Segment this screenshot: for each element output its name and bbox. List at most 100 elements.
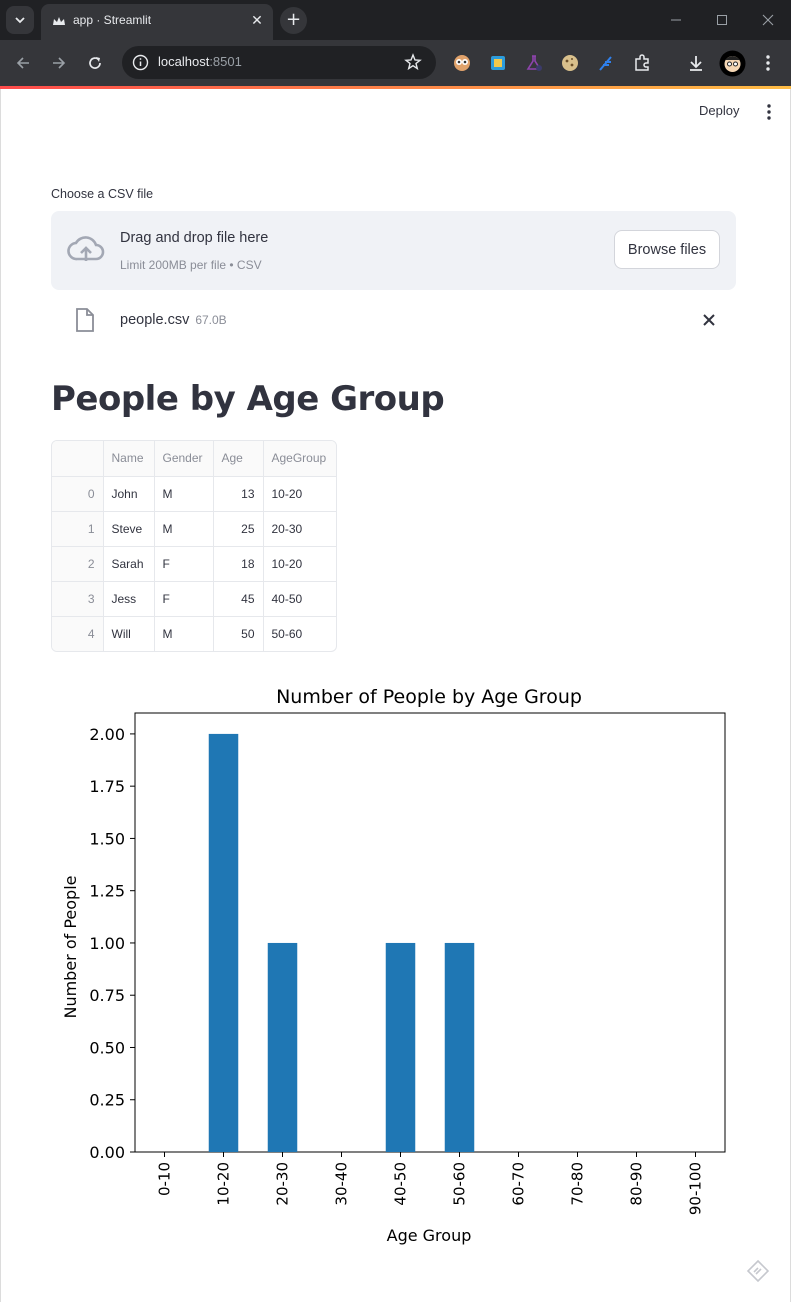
x-tick-label: 20-30 (274, 1162, 292, 1206)
x-tick-label: 10-20 (215, 1162, 233, 1206)
minimize-button[interactable] (653, 0, 699, 40)
streamlit-crown-icon (53, 17, 65, 25)
row-index: 3 (52, 581, 104, 617)
table-row: 4 Will M 50 50-60 (52, 616, 336, 651)
file-dropzone[interactable]: Drag and drop file here Limit 200MB per … (51, 211, 736, 290)
extension-owl-icon[interactable] (452, 53, 472, 73)
extension-feather-icon[interactable] (596, 53, 616, 73)
profile-avatar[interactable] (719, 50, 746, 77)
browser-tab[interactable]: app · Streamlit ✕ (41, 4, 273, 40)
dataframe[interactable]: Name Gender Age AgeGroup 0 John M 13 10-… (51, 440, 337, 652)
x-tick-label: 0-10 (156, 1162, 174, 1196)
cell-age[interactable]: 25 (213, 511, 264, 547)
x-tick-label: 50-60 (451, 1162, 469, 1206)
back-button[interactable] (12, 52, 34, 74)
close-icon (762, 14, 774, 26)
y-tick-label: 1.50 (89, 829, 125, 848)
url-text[interactable]: localhost:8501 (158, 54, 242, 69)
streamlit-status-icon[interactable] (746, 1259, 770, 1283)
cell-name[interactable]: Jess (103, 581, 155, 617)
streamlit-app: Deploy Choose a CSV file Drag and drop f… (0, 89, 791, 1302)
x-tick-label: 40-50 (392, 1162, 410, 1206)
bar-10-20 (208, 733, 239, 1152)
extension-book-icon[interactable] (488, 53, 508, 73)
tab-search-button[interactable] (6, 6, 34, 34)
column-header-gender[interactable]: Gender (154, 441, 214, 477)
x-axis-label: Age Group (387, 1226, 472, 1245)
y-tick-label: 1.25 (89, 882, 125, 901)
cell-name[interactable]: John (103, 476, 155, 512)
cell-agegroup[interactable]: 10-20 (263, 476, 336, 512)
new-tab-button[interactable]: + (280, 7, 307, 34)
tab-close-icon[interactable]: ✕ (251, 13, 263, 29)
cell-agegroup[interactable]: 10-20 (263, 546, 336, 582)
cloud-upload-icon (67, 236, 105, 261)
extension-flask-icon[interactable] (524, 53, 544, 73)
address-bar[interactable]: localhost:8501 (122, 46, 436, 79)
url-port: :8501 (209, 54, 242, 69)
table-row: 3 Jess F 45 40-50 (52, 581, 336, 617)
cell-name[interactable]: Will (103, 616, 155, 651)
reload-button[interactable] (84, 52, 106, 74)
column-header-agegroup[interactable]: AgeGroup (263, 441, 336, 477)
maximize-icon (717, 15, 727, 25)
cell-agegroup[interactable]: 50-60 (271, 626, 303, 641)
row-index: 1 (52, 511, 104, 547)
maximize-button[interactable] (699, 0, 745, 40)
cell-gender[interactable]: F (154, 581, 214, 617)
url-host: localhost (158, 54, 210, 69)
cell-name[interactable]: Steve (103, 511, 155, 547)
uploaded-file-row: people.csv 67.0B (51, 303, 736, 339)
site-info-icon[interactable] (132, 54, 149, 71)
bar-40-50 (385, 942, 416, 1152)
cell-age[interactable]: 18 (213, 546, 264, 582)
y-tick-label: 0.75 (89, 986, 125, 1005)
plot-area-frame (134, 712, 726, 1153)
cell-name[interactable]: Sarah (103, 546, 155, 582)
y-tick-label: 1.00 (89, 934, 125, 953)
y-axis-label: Number of People (61, 875, 80, 1018)
table-row: 0 John M 13 10-20 (52, 476, 336, 512)
x-tick-label: 60-70 (510, 1162, 528, 1206)
column-header-name[interactable]: Name (103, 441, 155, 477)
page-title: People by Age Group (51, 379, 445, 419)
column-header-age[interactable]: Age (213, 441, 264, 477)
chevron-down-icon (15, 17, 25, 24)
dropzone-subtitle: Limit 200MB per file • CSV (120, 258, 262, 272)
cell-age[interactable]: 50 (213, 616, 264, 651)
y-tick-label: 0.00 (89, 1143, 125, 1162)
main-menu-icon[interactable] (765, 103, 773, 121)
cell-gender[interactable]: F (154, 546, 214, 582)
y-tick-label: 1.75 (89, 777, 125, 796)
x-tick-label: 30-40 (333, 1162, 351, 1206)
chart-title: Number of People by Age Group (276, 686, 582, 708)
minimize-icon (671, 19, 681, 21)
column-header-index[interactable] (52, 441, 104, 477)
cell-age[interactable]: 45 (213, 581, 264, 617)
extensions-puzzle-icon[interactable] (632, 53, 652, 73)
table-header-row: Name Gender Age AgeGroup (52, 441, 336, 477)
cell-gender[interactable]: M (154, 476, 214, 512)
cell-age[interactable]: 13 (213, 476, 264, 512)
cell-gender[interactable]: M (154, 511, 214, 547)
cell-agegroup[interactable]: 40-50 (263, 581, 336, 617)
cell-gender[interactable]: M (154, 616, 214, 651)
tab-title: app · Streamlit (73, 13, 152, 27)
extension-cookie-icon[interactable] (560, 53, 580, 73)
table-row: 1 Steve M 25 20-30 (52, 511, 336, 547)
close-window-button[interactable] (745, 0, 791, 40)
y-tick-label: 2.00 (89, 725, 125, 744)
bar-20-30 (267, 942, 298, 1152)
download-icon[interactable] (686, 53, 706, 73)
browse-files-button[interactable]: Browse files (614, 230, 720, 269)
deploy-button[interactable]: Deploy (699, 103, 740, 118)
cell-agegroup[interactable]: 20-30 (263, 511, 336, 547)
dropzone-title: Drag and drop file here (120, 230, 269, 246)
bookmark-star-icon[interactable] (404, 53, 422, 71)
forward-button[interactable] (48, 52, 70, 74)
y-tick-label: 0.25 (89, 1091, 125, 1110)
delete-file-icon[interactable] (701, 312, 717, 328)
arrow-right-icon (53, 57, 66, 69)
browser-menu-icon[interactable] (758, 53, 778, 73)
reload-icon (89, 57, 101, 69)
